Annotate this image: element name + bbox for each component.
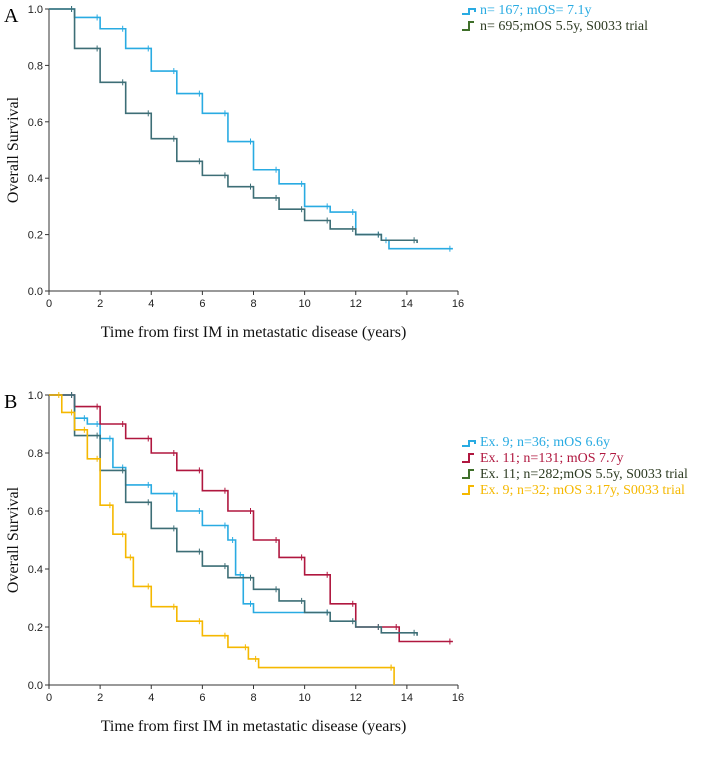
km-curve-2 [49, 8, 418, 244]
km-curve-1 [49, 394, 331, 614]
y-axis-label: Overall Survival [5, 486, 22, 593]
x-tick-label: 12 [350, 692, 362, 704]
y-tick-label: 0.2 [28, 230, 43, 242]
x-tick-label: 12 [350, 298, 362, 310]
y-tick-label: 0.2 [28, 622, 43, 634]
panel-label: A [4, 5, 19, 27]
x-tick-label: 4 [148, 298, 154, 310]
x-tick-label: 0 [46, 692, 52, 704]
km-curve-3 [49, 394, 418, 636]
panel-B: B 0 2 4 6 8 10 12 14 16 0.0 0.2 0.4 0.6 0.8 1.0 Time fro… [4, 390, 688, 735]
x-tick-label: 14 [401, 692, 413, 704]
x-tick-label: 4 [148, 692, 154, 704]
x-tick-label: 14 [401, 298, 413, 310]
legend-label: Ex. 9; n=36; mOS 6.6y [480, 435, 610, 450]
x-axis-label: Time from first IM in metastatic disease… [101, 718, 407, 735]
x-tick-label: 6 [199, 692, 205, 704]
legend-label: Ex. 9; n=32; mOS 3.17y, S0033 trial [480, 483, 685, 498]
km-curve-4 [49, 394, 395, 685]
y-tick-label: 0.4 [28, 564, 43, 576]
panel-label: B [4, 391, 17, 413]
legend-label: n= 695;mOS 5.5y, S0033 trial [480, 19, 648, 34]
x-tick-label: 2 [97, 298, 103, 310]
y-tick-label: 1.0 [28, 390, 43, 402]
y-tick-label: 0.6 [28, 117, 43, 129]
legend-item: n= 695;mOS 5.5y, S0033 trial [462, 19, 648, 34]
x-tick-label: 0 [46, 298, 52, 310]
km-curve-2 [49, 394, 453, 643]
panel-A: A 0 2 4 6 8 10 12 14 16 0.0 0.2 0.4 0.6 0.8 1.0 Time fro… [4, 3, 648, 341]
legend-label: Ex. 11; n=131; mOS 7.7y [480, 451, 624, 466]
y-tick-label: 0.8 [28, 448, 43, 460]
y-axis-label: Overall Survival [5, 96, 22, 203]
legend-swatch [462, 485, 474, 495]
y-tick-label: 0.6 [28, 506, 43, 518]
legend-swatch [462, 8, 476, 15]
legend-item: n= 167; mOS= 7.1y [462, 3, 591, 18]
legend-item: Ex. 11; n=131; mOS 7.7y [462, 451, 624, 466]
y-tick-label: 0.4 [28, 173, 43, 185]
legend-swatch [462, 440, 476, 447]
x-tick-label: 6 [199, 298, 205, 310]
y-tick-label: 0.8 [28, 60, 43, 72]
legend-label: Ex. 11; n=282;mOS 5.5y, S0033 trial [480, 467, 688, 482]
x-tick-label: 8 [250, 692, 256, 704]
x-axis-label: Time from first IM in metastatic disease… [101, 324, 407, 341]
legend-swatch [462, 21, 474, 31]
x-tick-label: 8 [250, 298, 256, 310]
x-tick-label: 2 [97, 692, 103, 704]
km-curve-1 [49, 8, 453, 250]
legend-swatch [462, 453, 474, 463]
x-tick-label: 10 [299, 692, 311, 704]
y-tick-label: 0.0 [28, 680, 43, 692]
legend-swatch [462, 469, 474, 479]
y-tick-label: 0.0 [28, 286, 43, 298]
x-tick-label: 16 [452, 692, 464, 704]
legend-label: n= 167; mOS= 7.1y [480, 3, 591, 18]
y-tick-label: 1.0 [28, 4, 43, 16]
x-tick-label: 10 [299, 298, 311, 310]
legend-item: Ex. 11; n=282;mOS 5.5y, S0033 trial [462, 467, 688, 482]
legend-item: Ex. 9; n=36; mOS 6.6y [462, 435, 610, 450]
x-tick-label: 16 [452, 298, 464, 310]
legend-item: Ex. 9; n=32; mOS 3.17y, S0033 trial [462, 483, 685, 498]
